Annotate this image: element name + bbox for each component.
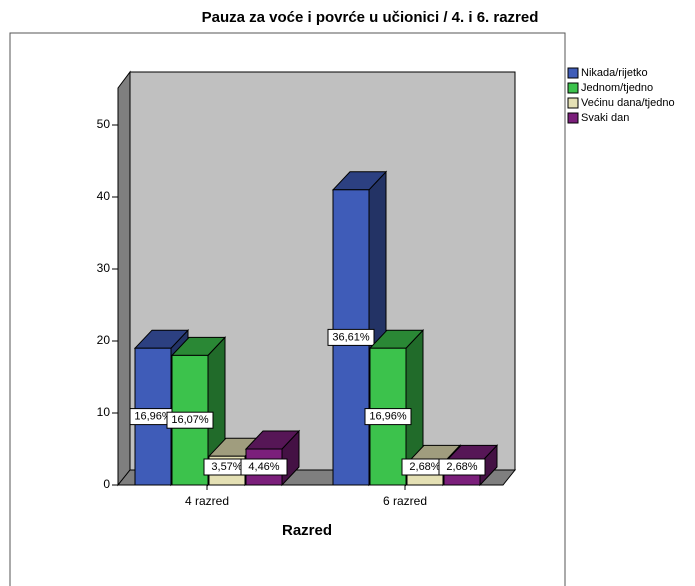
legend-label: Nikada/rijetko [581, 67, 648, 79]
value-label-box [240, 458, 288, 476]
value-label: 16,07% [171, 414, 209, 426]
value-label: 4,46% [248, 461, 279, 473]
x-tick-label: 6 razred [383, 494, 427, 508]
value-label: 16,96% [369, 411, 407, 423]
legend-swatch [567, 112, 579, 124]
legend-label: Jednom/tjedno [581, 82, 653, 94]
chart-title: Pauza za voće i povrće u učionici / 4. i… [202, 9, 539, 26]
legend-swatch [567, 82, 579, 94]
value-label: 36,61% [332, 331, 370, 343]
y-tick-label: 50 [97, 117, 111, 131]
value-label: 3,57% [211, 461, 242, 473]
legend-swatch [567, 97, 579, 109]
y-tick-label: 10 [97, 405, 111, 419]
legend-label: Većinu dana/tjedno [581, 97, 675, 109]
x-tick-label: 4 razred [185, 494, 229, 508]
value-label-box [166, 411, 214, 429]
legend-swatch [567, 67, 579, 79]
value-label-box [327, 328, 375, 346]
value-label: 16,96% [134, 411, 172, 423]
value-label: 2,68% [409, 461, 440, 473]
y-tick-label: 20 [97, 333, 111, 347]
value-label: 2,68% [446, 461, 477, 473]
left-wall [117, 70, 131, 487]
y-tick-label: 0 [103, 477, 110, 491]
y-tick-label: 30 [97, 261, 111, 275]
x-axis-title: Razred [282, 522, 332, 539]
value-label-box [364, 408, 412, 426]
value-label-box [438, 458, 486, 476]
legend-label: Svaki dan [581, 112, 629, 124]
y-tick-label: 40 [97, 189, 111, 203]
